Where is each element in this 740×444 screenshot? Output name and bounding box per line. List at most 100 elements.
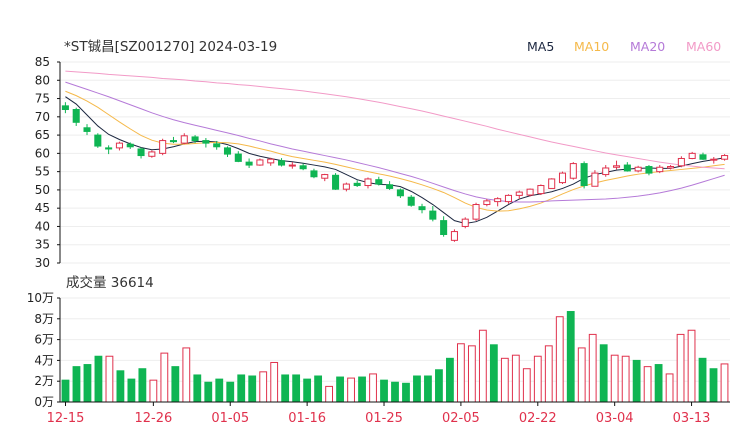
- volume-bar: [72, 366, 81, 403]
- volume-bar: [292, 374, 301, 403]
- volume-bar: [226, 381, 235, 403]
- volume-bar: [555, 316, 564, 403]
- price-tick-label: 80: [35, 73, 50, 87]
- candle-body: [526, 188, 534, 196]
- volume-bar: [116, 370, 125, 403]
- candle-body: [126, 143, 134, 148]
- candle-body: [396, 189, 404, 197]
- candle-body: [288, 164, 296, 167]
- candle-body: [61, 105, 69, 111]
- candle-body: [591, 172, 599, 187]
- candle-body: [602, 167, 610, 176]
- x-tick-label: 01-25: [365, 411, 403, 426]
- volume-bar: [687, 329, 696, 403]
- candle-body: [148, 151, 156, 157]
- candle-body: [418, 206, 426, 211]
- price-y-axis: 30 35 40 45 50 55 60 65 70 75 80 85: [35, 55, 61, 270]
- volume-tick-label: 10万: [27, 291, 54, 305]
- price-tick-label: 35: [35, 238, 50, 252]
- volume-bar: [380, 379, 388, 403]
- date-x-axis: 12-15 12-26 01-05 01-16 01-25 02-05 02-22 03-04…: [47, 401, 730, 426]
- candle-body: [580, 163, 588, 187]
- ma-line-ma20: [65, 81, 725, 203]
- candle-body: [245, 161, 253, 166]
- candle-body: [256, 159, 264, 166]
- volume-bar: [566, 311, 575, 403]
- volume-bar: [149, 379, 158, 403]
- volume-bar: [193, 374, 202, 403]
- volume-bar: [577, 347, 586, 403]
- price-gridlines: [60, 61, 730, 264]
- candle-body: [494, 198, 502, 203]
- candle-body: [656, 166, 664, 173]
- candle-body: [223, 147, 232, 155]
- volume-bar: [478, 329, 487, 403]
- volume-bar: [215, 378, 224, 403]
- legend-ma10: MA10: [574, 39, 609, 54]
- legend-ma5: MA5: [527, 39, 554, 54]
- volume-bar: [456, 343, 465, 403]
- candle-body: [645, 166, 653, 174]
- candle-body: [72, 109, 80, 123]
- candle-body: [667, 166, 675, 169]
- volume-bar: [83, 364, 92, 403]
- volume-bar: [533, 355, 542, 403]
- volume-bar: [665, 373, 674, 403]
- ma-line-ma60: [65, 70, 725, 170]
- volume-bar: [347, 377, 355, 403]
- candle-body: [613, 165, 621, 168]
- volume-bar: [424, 375, 432, 403]
- volume-bar: [336, 376, 344, 403]
- volume-bar: [632, 359, 641, 403]
- candle-body: [375, 179, 383, 185]
- price-tick-label: 65: [35, 128, 50, 142]
- candle-body: [180, 135, 188, 144]
- candle-body: [299, 165, 307, 170]
- volume-bar: [325, 385, 334, 403]
- candle-body: [677, 157, 685, 167]
- volume-bar: [588, 333, 597, 403]
- candle-body: [483, 200, 491, 206]
- legend-ma60: MA60: [686, 39, 721, 54]
- candle-body: [634, 166, 642, 172]
- volume-bar: [621, 355, 630, 403]
- candle-body: [515, 191, 523, 196]
- candle-body: [169, 140, 177, 143]
- candlestick-series: [61, 102, 729, 242]
- volume-bar: [435, 369, 443, 403]
- volume-bar: [500, 357, 509, 403]
- candle-body: [332, 174, 340, 190]
- candle-body: [569, 163, 577, 179]
- candle-body: [213, 143, 221, 148]
- volume-bar: [720, 363, 729, 403]
- candle-body: [721, 155, 729, 160]
- candle-body: [407, 196, 415, 206]
- candle-body: [267, 158, 275, 164]
- price-tick-label: 70: [35, 110, 50, 124]
- volume-bar: [105, 355, 114, 403]
- candle-body: [105, 147, 113, 150]
- volume-bar: [522, 368, 531, 403]
- candle-body: [623, 164, 631, 172]
- candle-body: [159, 140, 167, 154]
- candle-body: [353, 182, 361, 187]
- candle-body: [710, 158, 718, 161]
- volume-bar: [281, 374, 290, 403]
- candle-body: [94, 134, 102, 147]
- candle-body: [472, 204, 480, 220]
- x-tick-label: 12-26: [134, 411, 172, 426]
- candle-body: [137, 148, 145, 157]
- volume-bar: [654, 364, 663, 403]
- candle-body: [429, 210, 437, 220]
- price-tick-label: 75: [35, 92, 50, 106]
- candle-body: [558, 172, 567, 184]
- x-tick-label: 03-13: [673, 411, 711, 426]
- candle-body: [342, 183, 350, 190]
- volume-bar: [544, 345, 553, 403]
- candle-body: [461, 218, 469, 227]
- price-tick-label: 55: [35, 165, 50, 179]
- price-tick-label: 85: [35, 55, 50, 69]
- volume-bar: [511, 354, 520, 403]
- candle-body: [234, 153, 242, 162]
